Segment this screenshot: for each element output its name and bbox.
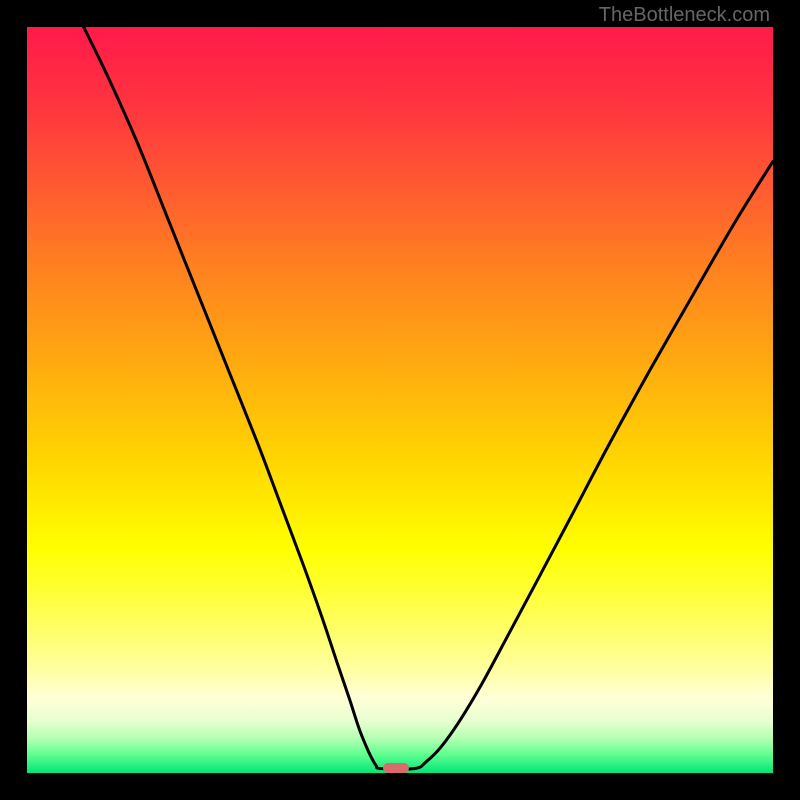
valley-marker [383,763,409,773]
plot-area [27,27,773,773]
watermark-text: TheBottleneck.com [599,4,770,27]
chart-frame: TheBottleneck.com [0,0,800,800]
bottleneck-curve [27,27,773,773]
